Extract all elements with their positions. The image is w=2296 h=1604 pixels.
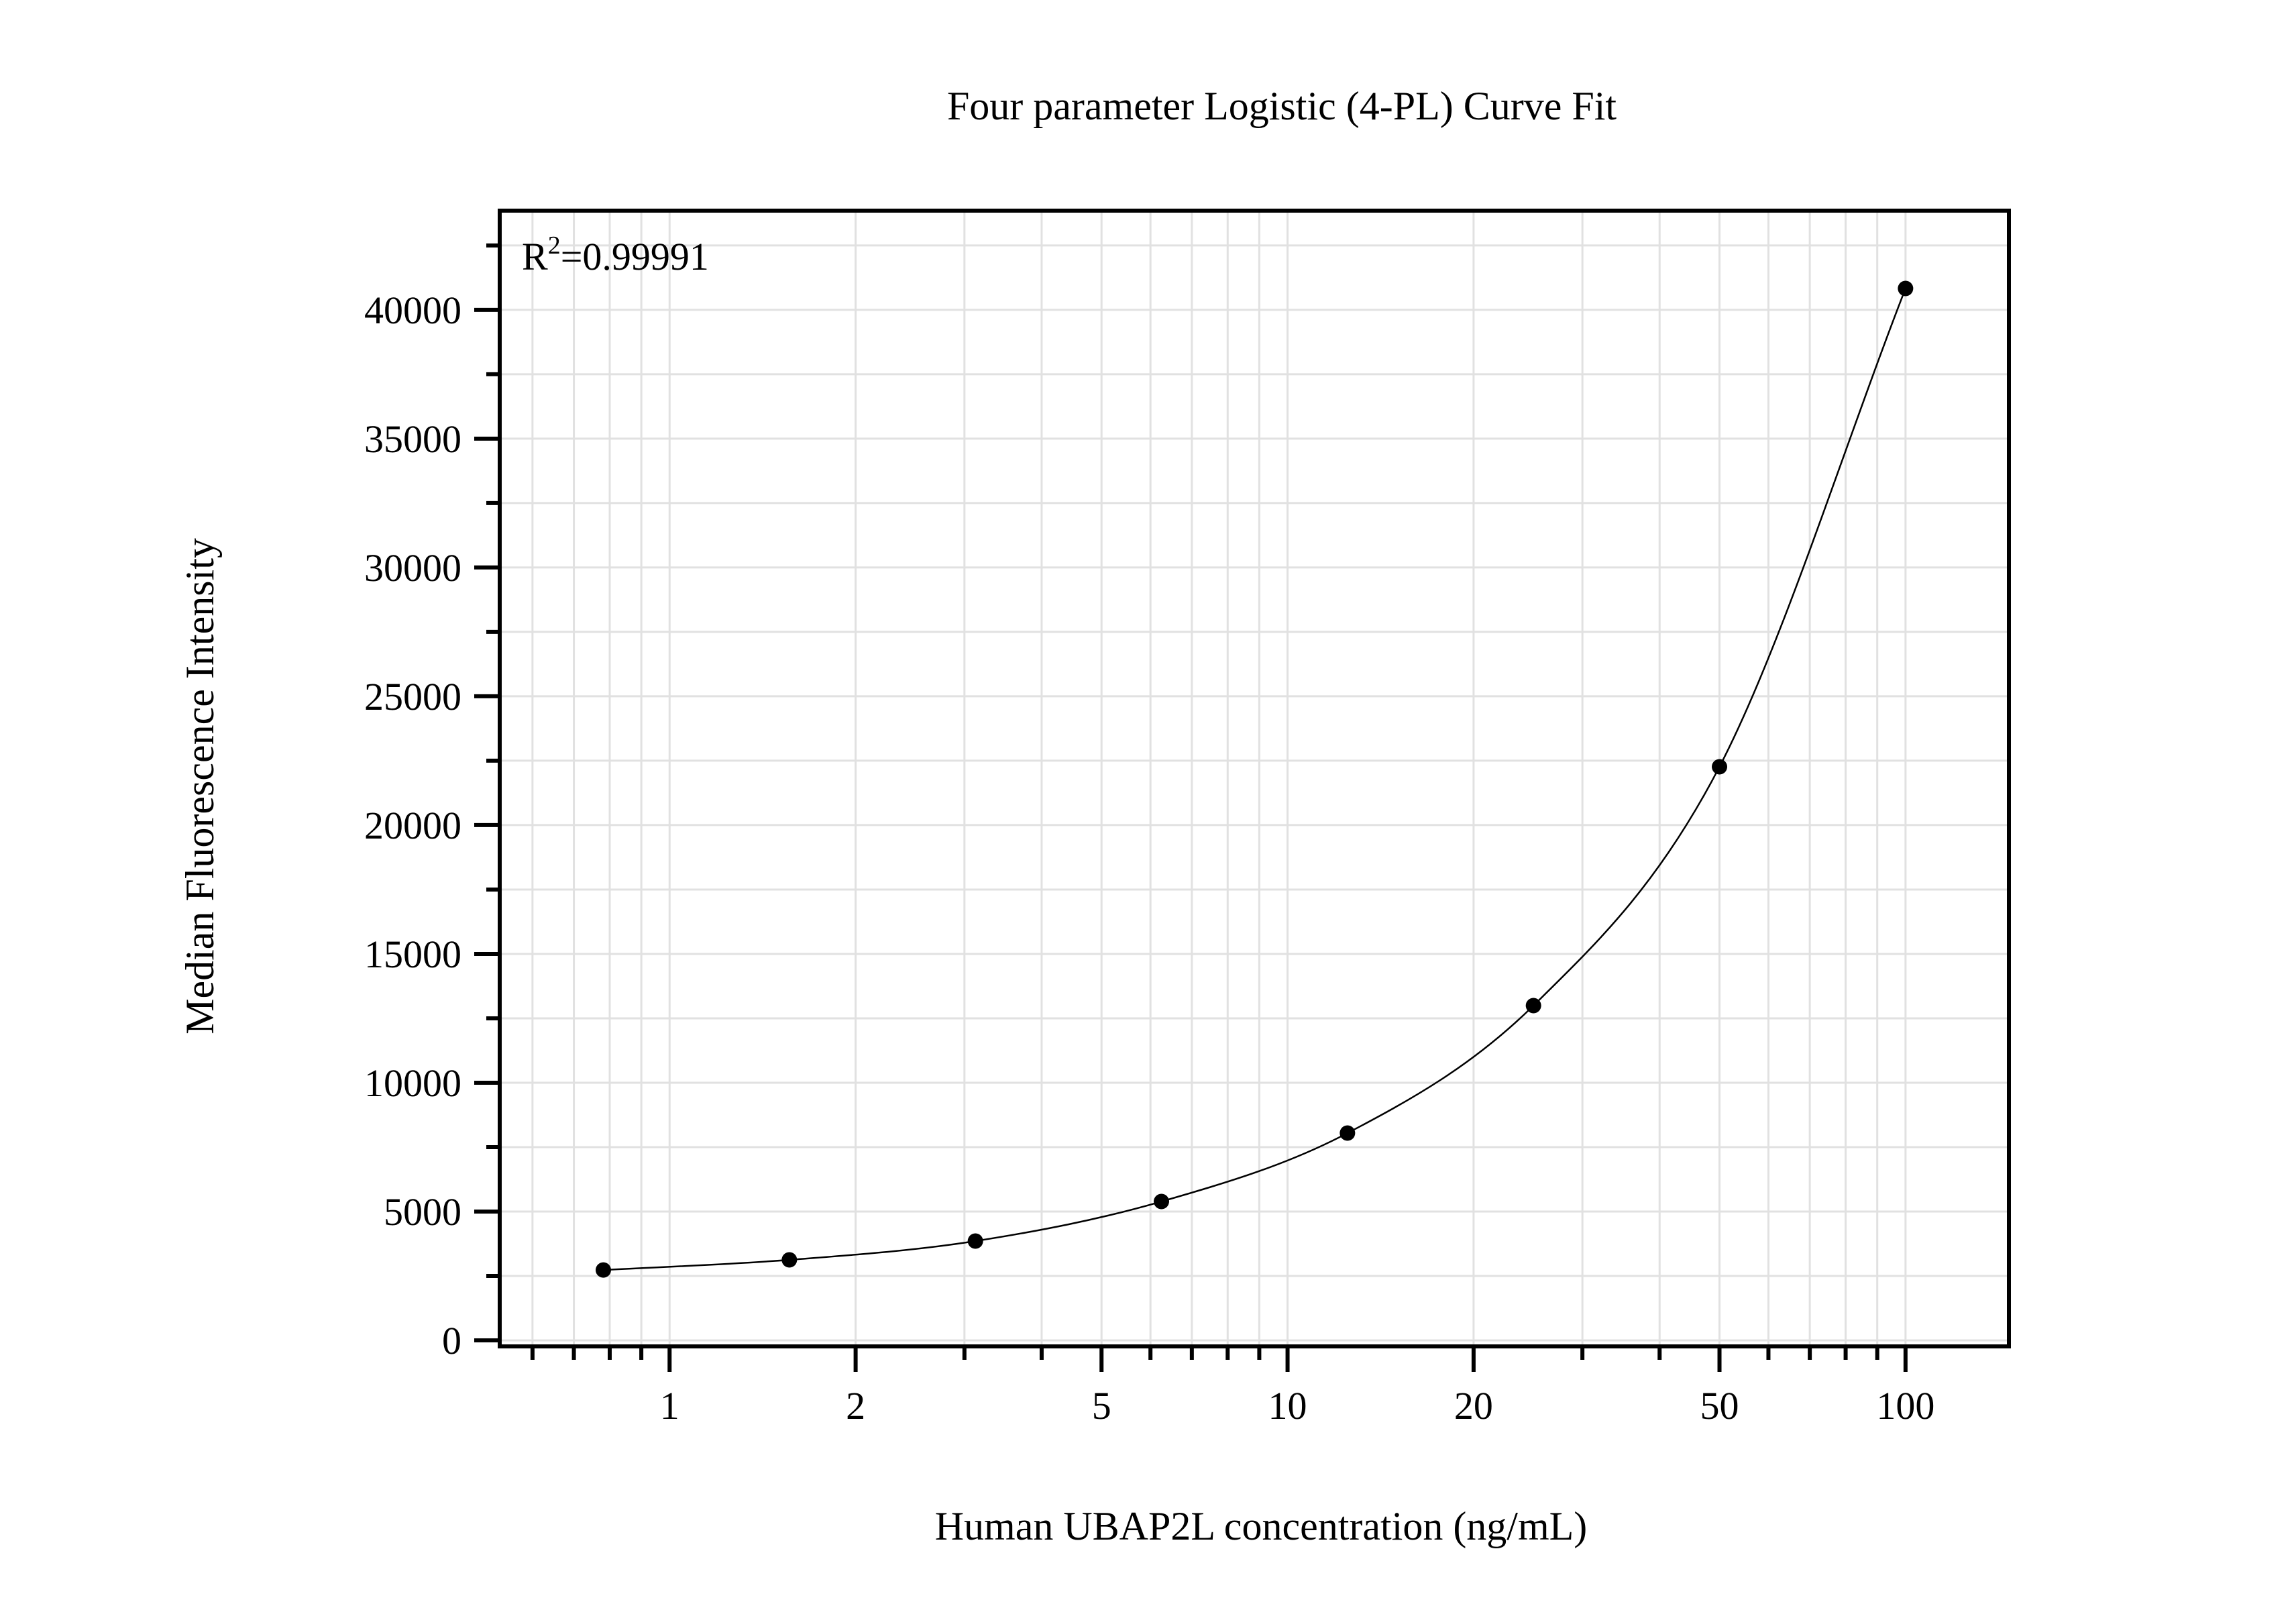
x-tick-label: 10 — [1268, 1384, 1307, 1428]
plot-frame — [498, 209, 2011, 1348]
y-tick-label: 40000 — [364, 288, 461, 332]
x-tick-label: 100 — [1876, 1384, 1934, 1428]
r2-value: =0.99991 — [561, 235, 709, 278]
gridlines — [500, 211, 2009, 1346]
y-axis-label: Median Fluorescence Intensity — [178, 538, 222, 1034]
x-tick-label: 5 — [1092, 1384, 1111, 1428]
x-tick-label: 2 — [846, 1384, 865, 1428]
fit-curve — [603, 288, 1907, 1271]
data-point — [781, 1252, 798, 1268]
x-axis-ticks: 1 2 5 10 20 50 100 — [530, 1346, 1934, 1428]
y-tick-label: 5000 — [384, 1190, 461, 1234]
y-tick-label: 15000 — [364, 932, 461, 976]
data-point — [1340, 1125, 1356, 1141]
data-point — [1525, 998, 1541, 1014]
data-points — [595, 280, 1914, 1278]
y-tick-label: 10000 — [364, 1061, 461, 1105]
x-tick-label: 50 — [1700, 1384, 1739, 1428]
chart-title: Four parameter Logistic (4-PL) Curve Fit — [947, 84, 1617, 128]
y-tick-label: 30000 — [364, 546, 461, 590]
data-point — [1898, 280, 1914, 297]
fit-curve-line — [603, 288, 1907, 1271]
x-tick-label: 20 — [1454, 1384, 1493, 1428]
x-tick-label: 1 — [660, 1384, 679, 1428]
y-axis-ticks: 0 5000 10000 15000 20000 25000 30000 35000 40000 — [364, 243, 500, 1362]
data-point — [595, 1262, 611, 1278]
y-tick-label: 0 — [442, 1319, 461, 1362]
r2-base: R — [522, 235, 548, 278]
data-point — [967, 1233, 983, 1249]
y-tick-label: 20000 — [364, 804, 461, 847]
r-squared-annotation: R2=0.99991 — [522, 231, 709, 278]
y-tick-label: 25000 — [364, 675, 461, 718]
data-point — [1154, 1193, 1170, 1210]
r2-superscript: 2 — [548, 231, 561, 260]
y-tick-label: 35000 — [364, 417, 461, 461]
data-point — [1712, 759, 1728, 775]
x-axis-label: Human UBAP2L concentration (ng/mL) — [935, 1504, 1588, 1548]
